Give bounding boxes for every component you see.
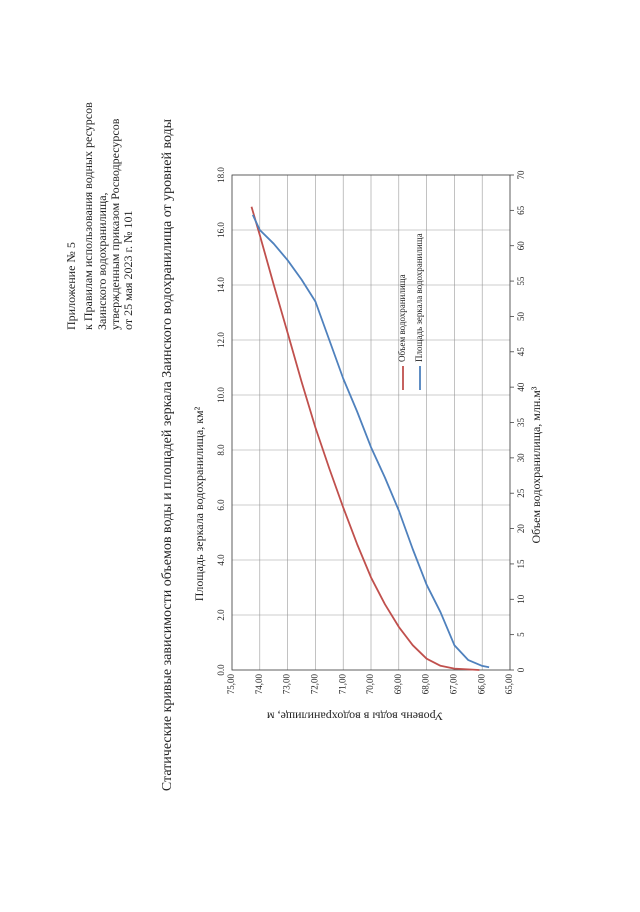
x-tick-label: 10.0 [216, 387, 226, 403]
y-tick-label: 67,00 [448, 674, 458, 695]
y-tick-label: 75,00 [226, 674, 236, 695]
y-tick-label: 73,00 [282, 674, 292, 695]
legend-label: Площадь зеркала водохранилища [414, 233, 424, 362]
x-tick-label: 18.0 [216, 167, 226, 183]
header-line: к Правилам использования водных ресурсов [81, 102, 95, 330]
header-line: утвержденным приказом Росводресурсов [108, 118, 122, 330]
x2-tick-label: 15 [516, 559, 526, 569]
x-tick-label: 8.0 [216, 444, 226, 456]
chart-title: Статические кривые зависимости объемов в… [160, 118, 175, 791]
x-tick-label: 16.0 [216, 222, 226, 238]
header-line: от 25 мая 2023 г. № 101 [121, 211, 135, 330]
x2-tick-label: 0 [516, 667, 526, 672]
x2-tick-label: 20 [516, 524, 526, 534]
x2-tick-label: 55 [516, 276, 526, 286]
y-tick-label: 71,00 [337, 674, 347, 695]
x2-tick-label: 10 [516, 594, 526, 604]
x2-tick-label: 45 [516, 347, 526, 357]
x-tick-label: 14.0 [216, 277, 226, 293]
y-tick-label: 69,00 [393, 674, 403, 695]
y-tick-label: 72,00 [309, 674, 319, 695]
plot-frame [231, 174, 511, 671]
y-axis-label: Уровень воды в водохранилище, м [267, 709, 444, 723]
x2-tick-label: 5 [516, 632, 526, 637]
header-line: Заинского водохранилища, [95, 192, 109, 330]
legend-label: Объем водохранилища [397, 274, 407, 362]
y-tick-label: 66,00 [476, 674, 486, 695]
x-tick-label: 2.0 [216, 609, 226, 621]
y-tick-label: 65,00 [504, 674, 514, 695]
x-tick-label: 0.0 [216, 664, 226, 676]
header-line: Приложение № 5 [64, 242, 78, 330]
x2-tick-label: 70 [516, 170, 526, 180]
series-line [250, 206, 480, 671]
x-tick-label: 4.0 [216, 554, 226, 566]
x-axis-label: Площадь зеркала водохранилища, км² [192, 406, 206, 601]
x2-axis-label: Объем водохранилища, млн.м³ [529, 386, 543, 543]
x-tick-label: 12.0 [216, 332, 226, 348]
y-tick-label: 68,00 [421, 674, 431, 695]
x2-tick-label: 35 [516, 418, 526, 428]
x-tick-label: 6.0 [216, 499, 226, 511]
x2-tick-label: 60 [516, 241, 526, 251]
x2-tick-label: 65 [516, 205, 526, 215]
x2-tick-label: 50 [516, 311, 526, 321]
y-tick-label: 74,00 [254, 674, 264, 695]
series-line [251, 214, 490, 669]
x2-tick-label: 40 [516, 382, 526, 392]
x2-tick-label: 30 [516, 453, 526, 463]
x2-tick-label: 25 [516, 488, 526, 498]
rotated-content: Приложение № 5 к Правилам использования … [64, 102, 543, 791]
y-tick-label: 70,00 [365, 674, 375, 695]
